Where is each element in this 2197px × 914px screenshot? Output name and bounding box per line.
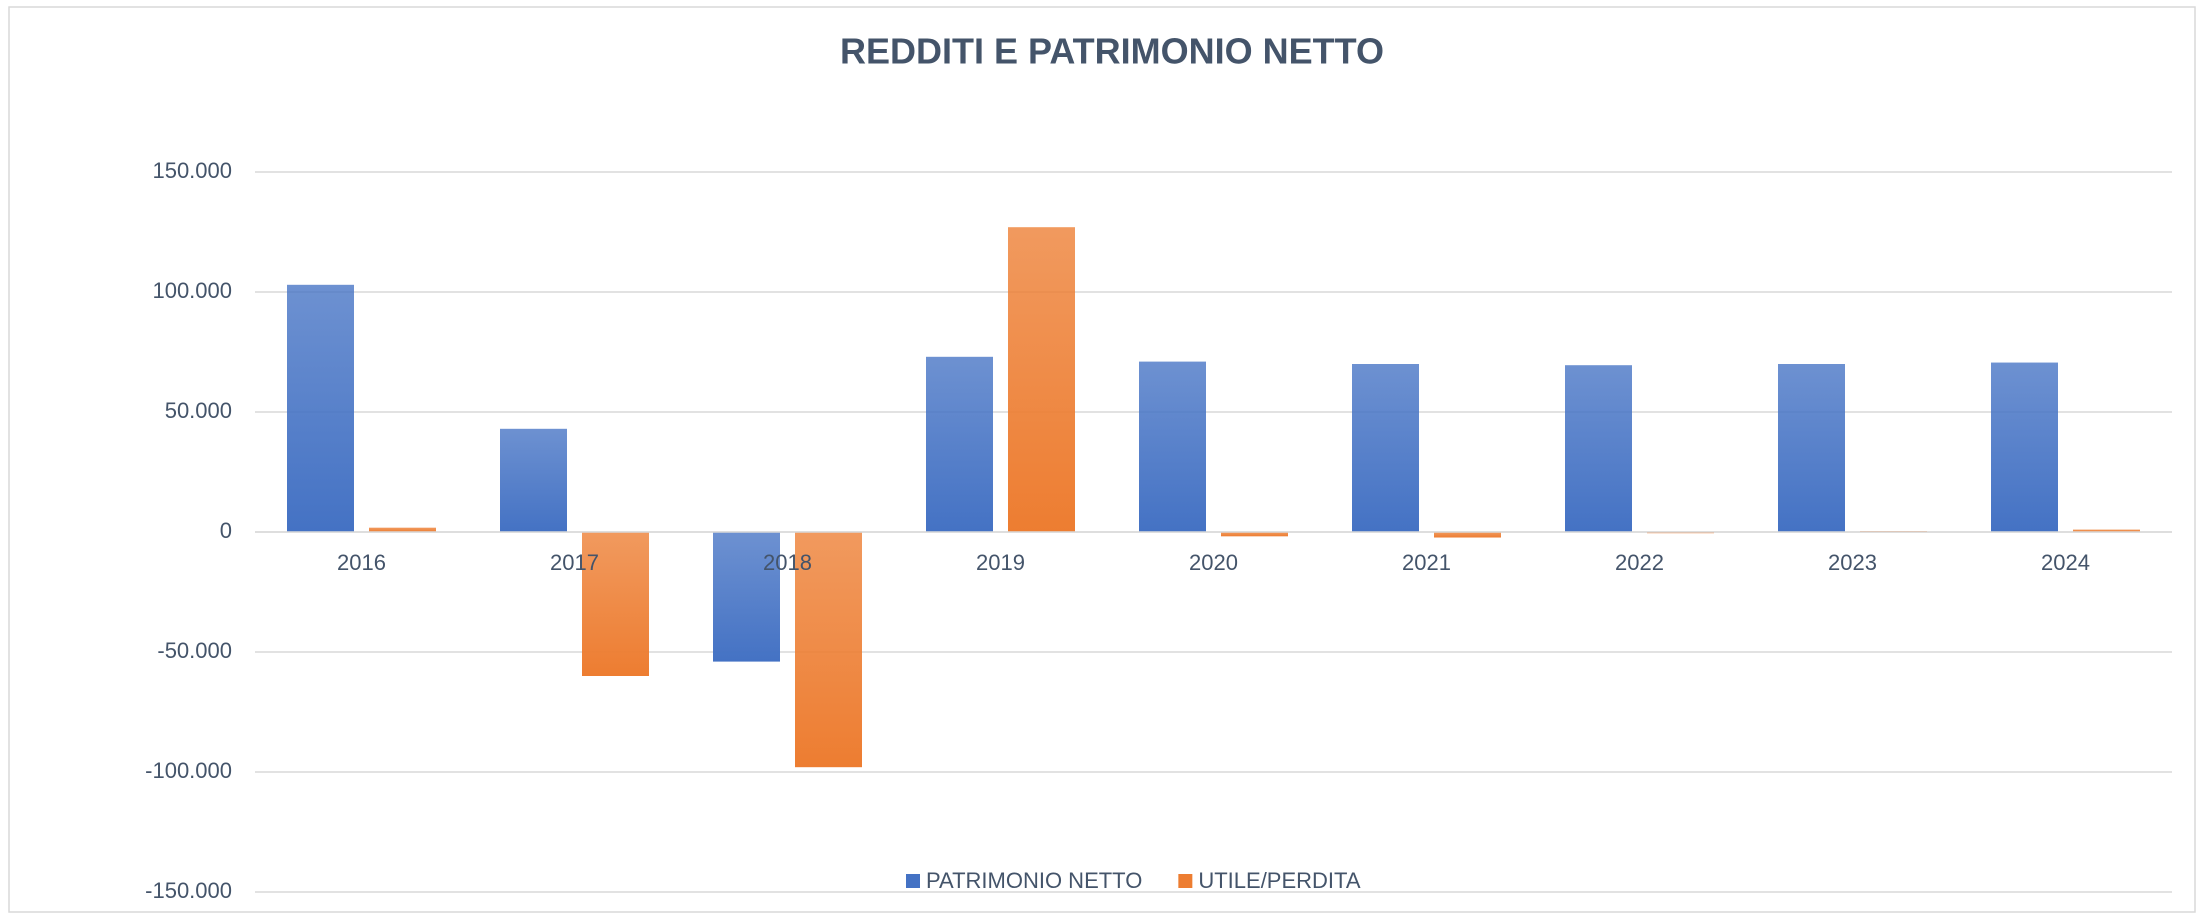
bar xyxy=(287,284,354,532)
bar xyxy=(795,532,862,768)
bar xyxy=(1991,362,2058,532)
legend-label: PATRIMONIO NETTO xyxy=(926,868,1142,893)
x-tick-label: 2018 xyxy=(763,550,812,575)
bar xyxy=(2073,529,2140,532)
bar xyxy=(1352,364,1419,532)
y-tick-label: 100.000 xyxy=(152,278,232,303)
x-tick-label: 2017 xyxy=(550,550,599,575)
legend-swatch xyxy=(1178,874,1193,888)
y-tick-label: -150.000 xyxy=(145,878,232,903)
chart-frame xyxy=(8,6,2196,913)
y-tick-label: 0 xyxy=(220,518,232,543)
bar xyxy=(369,527,436,532)
bar xyxy=(1008,227,1075,532)
y-tick-label: -50.000 xyxy=(157,638,232,663)
bar xyxy=(926,356,993,532)
x-tick-label: 2022 xyxy=(1615,550,1664,575)
y-tick-label: 50.000 xyxy=(165,398,232,423)
bar xyxy=(713,532,780,662)
bar xyxy=(1778,364,1845,532)
y-tick-label: 150.000 xyxy=(152,158,232,183)
bar xyxy=(1434,532,1501,538)
x-tick-label: 2021 xyxy=(1402,550,1451,575)
legend-label: UTILE/PERDITA xyxy=(1198,868,1361,893)
chart-title: REDDITI E PATRIMONIO NETTO xyxy=(840,31,1384,72)
x-tick-label: 2016 xyxy=(337,550,386,575)
x-tick-label: 2024 xyxy=(2041,550,2090,575)
legend-swatch xyxy=(906,874,920,888)
bar xyxy=(1221,532,1288,537)
bar xyxy=(582,532,649,676)
bar xyxy=(500,428,567,532)
y-tick-label: -100.000 xyxy=(145,758,232,783)
x-tick-label: 2023 xyxy=(1828,550,1877,575)
bar xyxy=(1565,365,1632,532)
x-tick-label: 2020 xyxy=(1189,550,1238,575)
bar xyxy=(1139,361,1206,532)
x-tick-label: 2019 xyxy=(976,550,1025,575)
